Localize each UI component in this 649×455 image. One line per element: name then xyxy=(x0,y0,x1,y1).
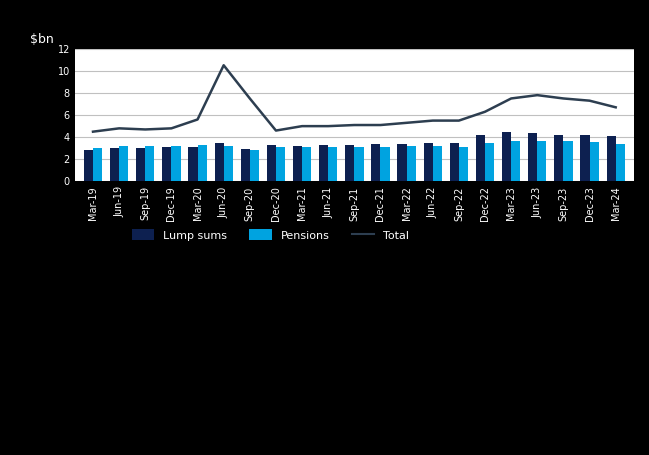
Bar xyxy=(433,146,442,182)
Bar xyxy=(119,146,129,182)
Bar xyxy=(145,146,154,182)
Bar xyxy=(607,136,616,182)
Bar xyxy=(554,135,563,182)
Bar xyxy=(345,145,354,182)
Bar xyxy=(276,147,285,182)
Bar xyxy=(563,141,572,182)
Bar xyxy=(424,143,433,182)
Bar xyxy=(397,144,407,182)
Bar xyxy=(502,131,511,182)
Bar xyxy=(354,147,363,182)
Bar xyxy=(589,142,599,182)
Bar xyxy=(485,143,494,182)
Bar xyxy=(459,147,468,182)
Bar xyxy=(528,133,537,182)
Legend: Lump sums, Pensions, Total: Lump sums, Pensions, Total xyxy=(128,225,413,245)
Bar xyxy=(450,143,459,182)
Bar xyxy=(380,147,389,182)
Bar xyxy=(197,145,206,182)
Bar xyxy=(136,148,145,182)
Bar xyxy=(171,146,180,182)
Bar xyxy=(537,141,546,182)
Text: $bn: $bn xyxy=(30,33,54,46)
Bar xyxy=(293,146,302,182)
Bar xyxy=(328,147,337,182)
Bar xyxy=(511,141,520,182)
Bar xyxy=(319,145,328,182)
Bar xyxy=(250,151,259,182)
Bar xyxy=(476,135,485,182)
Bar xyxy=(267,145,276,182)
Bar xyxy=(616,144,625,182)
Bar xyxy=(110,148,119,182)
Bar xyxy=(188,147,197,182)
Bar xyxy=(224,146,233,182)
Bar xyxy=(241,149,250,182)
Bar xyxy=(84,151,93,182)
Bar xyxy=(580,135,589,182)
Bar xyxy=(302,147,312,182)
Bar xyxy=(93,148,102,182)
Bar xyxy=(215,143,224,182)
Bar xyxy=(407,146,416,182)
Bar xyxy=(162,147,171,182)
Bar xyxy=(371,144,380,182)
